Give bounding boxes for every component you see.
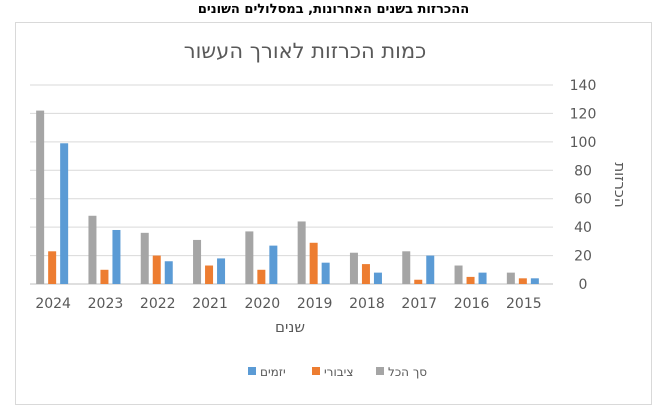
x-tick-label: 2016 [454,296,490,312]
bar [349,252,358,284]
legend-swatch [312,367,320,375]
chart-title: כמות הכרזות לאורך העשור [184,39,427,63]
bar [100,269,109,284]
chart-caption: ההכרזות בשנים האחרונות, במסלולים השונים [197,2,470,17]
bar [152,255,161,284]
bar [297,221,306,284]
bar [193,239,202,284]
legend-swatch [376,367,384,375]
legend-label: ציבורי [324,365,353,379]
x-tick-label: 2021 [192,296,228,312]
bar [309,242,318,284]
x-tick-label: 2018 [349,296,385,312]
chart-frame [15,22,652,405]
y-tick-labels: 0 20 40 60 80 100 120 140 [570,78,597,293]
legend-label: יזמים [260,365,286,379]
bar [88,215,97,284]
bar [140,232,149,284]
legend: יזמים ציבורי סך הכל [248,365,427,379]
bar [112,229,121,284]
legend-swatch [248,367,256,375]
bar [164,261,173,284]
bar [48,251,57,284]
y-tick-label: 140 [570,78,597,94]
x-tick-label: 2023 [88,296,124,312]
y-axis-label: הכרזות [611,162,629,207]
legend-label: סך הכל [388,365,427,379]
bars [36,110,539,284]
bar [36,110,45,284]
bar [257,269,266,284]
bar [60,143,69,284]
x-tick-label: 2022 [140,296,176,312]
bar [205,265,214,284]
y-tick-label: 40 [574,220,592,236]
bar [478,272,487,284]
y-tick-label: 120 [570,106,597,122]
bar [217,258,226,284]
bar [321,262,330,284]
x-tick-label: 2020 [245,296,281,312]
bar [361,264,370,284]
bar [506,272,515,284]
y-tick-label: 100 [570,135,597,151]
bar [530,278,539,284]
y-tick-label: 60 [574,192,592,208]
gridlines [30,84,553,285]
bar [402,251,411,284]
x-tick-label: 2019 [297,296,333,312]
y-tick-label: 0 [579,277,588,293]
bar [245,231,254,284]
y-tick-label: 80 [574,163,592,179]
y-tick-label: 20 [574,249,592,265]
bar [373,272,382,284]
bar [426,255,435,284]
x-axis-label: שנים [275,318,305,336]
x-tick-label: 2017 [401,296,437,312]
x-tick-labels: 2024 2023 2022 2021 2020 2019 2018 2017 2016 2015 [35,296,541,312]
bar [466,276,475,284]
bar [454,265,463,284]
bar [414,279,423,284]
bar [269,245,278,284]
x-tick-label: 2015 [506,296,542,312]
bar [518,278,527,284]
x-tick-label: 2024 [35,296,71,312]
